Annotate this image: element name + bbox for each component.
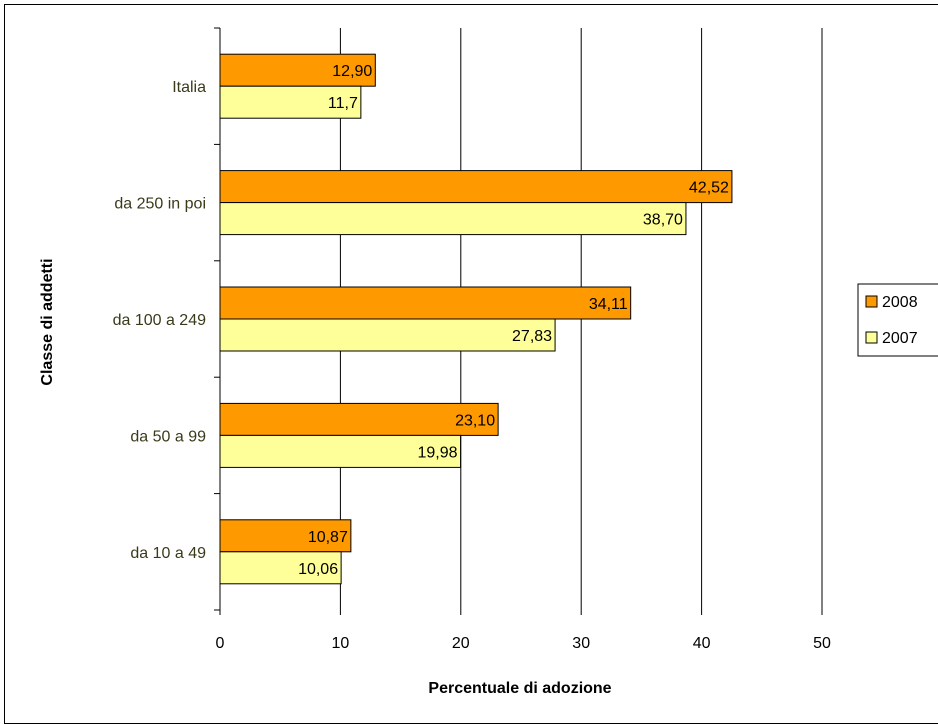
data-label-2008: 12,90 <box>332 63 372 80</box>
bar-2008-1 <box>219 170 733 204</box>
y-axis-title: Classe di addetti <box>39 258 56 385</box>
data-label-2007: 19,98 <box>418 444 458 461</box>
axes <box>214 27 823 615</box>
x-tick-label: 50 <box>813 635 831 652</box>
legend-label-2008: 2008 <box>882 294 918 311</box>
data-label-2007: 11,7 <box>328 95 358 112</box>
data-label-2008: 10,87 <box>308 529 348 546</box>
x-tick-label: 10 <box>332 635 350 652</box>
legend-swatch-2007 <box>865 331 878 344</box>
category-label: da 50 a 99 <box>130 428 206 445</box>
data-label-2007: 38,70 <box>643 212 683 229</box>
legend-label-2007: 2007 <box>882 330 918 347</box>
category-label: Italia <box>172 79 206 96</box>
data-label-2007: 27,83 <box>512 328 552 345</box>
category-label: da 250 in poi <box>114 196 206 213</box>
bar-2007-4 <box>219 551 342 585</box>
chart-frame <box>4 4 938 724</box>
bar-2007-3 <box>219 434 462 468</box>
data-label-2008: 34,11 <box>589 296 628 313</box>
labels: 0 10 20 30 40 50 Italia 12,90 11,7 da 250 in poi 4… <box>113 63 831 652</box>
category-label: da 100 a 249 <box>113 312 207 329</box>
x-axis-title: Percentuale di adozione <box>428 680 611 697</box>
legend-swatch-2008 <box>865 295 878 308</box>
legend: 2008 2007 <box>857 283 938 357</box>
x-tick-label: 0 <box>216 635 225 652</box>
x-tick-label: 30 <box>572 635 590 652</box>
x-tick-label: 20 <box>452 635 470 652</box>
bar-2008-2 <box>219 286 632 320</box>
category-label: da 10 a 49 <box>130 545 206 562</box>
data-label-2008: 42,52 <box>689 180 729 197</box>
bar-2008-0 <box>219 53 376 87</box>
bar-2007-1 <box>219 202 687 236</box>
data-label-2008: 23,10 <box>455 412 495 429</box>
data-label-2007: 10,06 <box>298 561 338 578</box>
bar-2007-2 <box>219 318 556 352</box>
x-tick-label: 40 <box>693 635 711 652</box>
bars <box>219 53 733 585</box>
